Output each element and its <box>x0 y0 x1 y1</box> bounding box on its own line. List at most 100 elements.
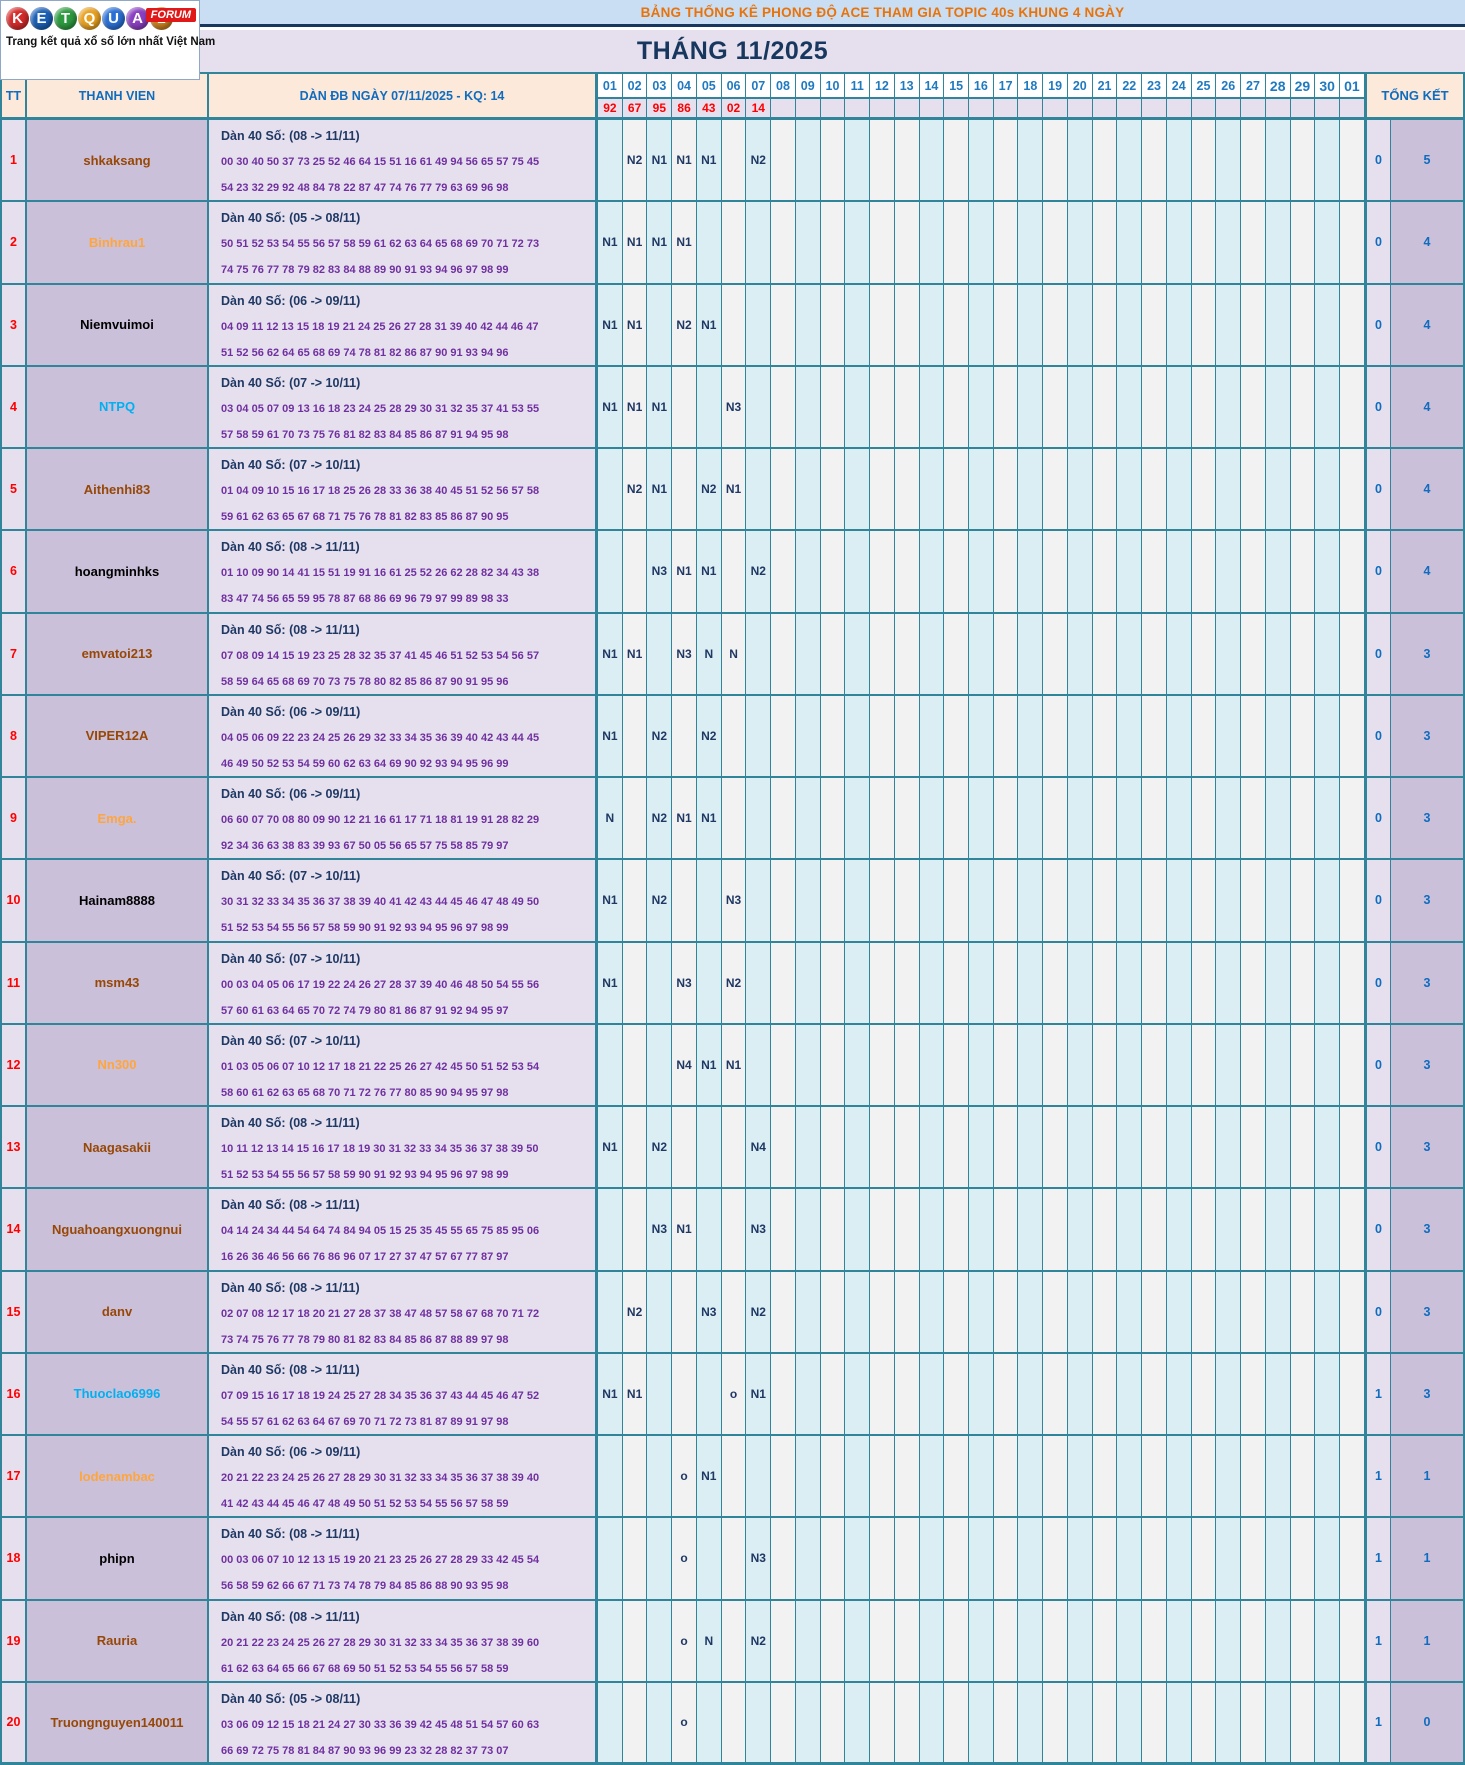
day-cell <box>893 120 919 201</box>
dan-cell: Dàn 40 Số: (05 -> 08/11) 03 06 09 12 15 1… <box>209 1682 598 1762</box>
day-mark-cell: N1 <box>646 120 672 201</box>
day-cell <box>770 202 795 283</box>
day-header-col: 08 <box>770 74 795 117</box>
table-row: 8 VIPER12A Dàn 40 Số: (06 -> 09/11) 04 05 0… <box>2 695 1463 778</box>
day-cell <box>1190 613 1216 694</box>
day-cell <box>1165 1436 1191 1517</box>
row-number: 20 <box>2 1682 27 1762</box>
day-cell <box>770 860 795 941</box>
day-cell <box>1116 1107 1142 1188</box>
day-cell <box>992 1518 1018 1599</box>
day-cell <box>794 1024 820 1105</box>
day-label: 11 <box>845 74 870 99</box>
day-cell <box>1066 531 1092 612</box>
header-tt: TT <box>2 74 27 117</box>
logo-letter: U <box>102 7 125 30</box>
kq-value: 95 <box>647 99 672 117</box>
tongket-score-cell: 4 <box>1391 284 1463 365</box>
day-cell <box>1240 1107 1265 1188</box>
day-cell <box>1116 860 1142 941</box>
day-cell <box>745 860 771 941</box>
day-cell <box>1017 613 1043 694</box>
day-cell <box>819 1271 845 1352</box>
row-number: 16 <box>2 1353 27 1434</box>
kq-value <box>1092 99 1117 117</box>
day-cell <box>1042 284 1067 365</box>
day-cell <box>869 1024 894 1105</box>
day-cell <box>1017 531 1043 612</box>
dan-title: Dàn 40 Số: (06 -> 09/11) <box>221 787 361 801</box>
day-mark-cell: N2 <box>646 860 672 941</box>
dan-cell: Dàn 40 Số: (07 -> 10/11) 01 04 09 10 15 1… <box>209 449 598 530</box>
tongket-hit-cell: 1 <box>1367 1353 1391 1434</box>
dan-title: Dàn 40 Số: (07 -> 10/11) <box>221 869 361 884</box>
day-cell <box>1190 942 1216 1023</box>
tongket-hit-cell: 0 <box>1367 1107 1391 1188</box>
day-cell <box>1314 1189 1340 1270</box>
dan-title: Dàn 40 Số: (08 -> 11/11) <box>221 540 360 555</box>
day-cell <box>968 1107 993 1188</box>
day-cell <box>968 1353 993 1434</box>
day-cell <box>1215 531 1241 612</box>
day-cell <box>1215 778 1241 859</box>
day-cell <box>621 1518 647 1599</box>
day-cell <box>1116 120 1142 201</box>
day-cell <box>1215 613 1241 694</box>
day-cell <box>646 1353 672 1434</box>
dan-numbers-line1: 20 21 22 23 24 25 26 27 28 29 30 31 32 3… <box>221 1636 540 1649</box>
tongket-score-cell: 3 <box>1391 942 1463 1023</box>
tongket-score-cell: 0 <box>1391 1682 1463 1762</box>
day-cell <box>1141 1271 1166 1352</box>
day-mark-cell: N1 <box>720 1024 746 1105</box>
day-cell <box>918 202 944 283</box>
header-dan: DÀN ĐB NGÀY 07/11/2025 - KQ: 14 <box>209 74 598 117</box>
day-cell <box>1240 1024 1265 1105</box>
dan-cell: Dàn 40 Số: (08 -> 11/11) 00 03 06 07 10 1… <box>209 1518 598 1599</box>
day-cell <box>1215 942 1241 1023</box>
tongket-score-cell: 1 <box>1391 1600 1463 1681</box>
day-cell <box>1066 1271 1092 1352</box>
day-cell <box>893 778 919 859</box>
day-cell <box>1066 1189 1092 1270</box>
day-cell <box>745 284 771 365</box>
day-cell <box>1116 1682 1142 1762</box>
day-cell <box>794 1189 820 1270</box>
day-mark-cell: N1 <box>695 120 721 201</box>
day-cell <box>1017 449 1043 530</box>
day-cell <box>770 1518 795 1599</box>
day-label: 01 <box>598 74 622 99</box>
day-cell <box>646 1436 672 1517</box>
tongket-score-cell: 1 <box>1391 1436 1463 1517</box>
day-cell <box>869 1271 894 1352</box>
table-row: 17 lodenambac Dàn 40 Số: (06 -> 09/11) 20 2… <box>2 1436 1463 1519</box>
day-cell <box>1066 1107 1092 1188</box>
member-name: Rauria <box>27 1600 209 1681</box>
tongket-score-cell: 3 <box>1391 1271 1463 1352</box>
tongket-hit-cell: 0 <box>1367 942 1391 1023</box>
dan-cell: Dàn 40 Số: (07 -> 10/11) 01 03 05 06 07 1… <box>209 1024 598 1105</box>
tongket-score-cell: 4 <box>1391 531 1463 612</box>
row-number: 9 <box>2 778 27 859</box>
day-cell <box>1091 1353 1117 1434</box>
day-cell <box>819 202 845 283</box>
dan-numbers-line1: 04 09 11 12 13 15 18 19 21 24 25 26 27 2… <box>221 320 539 333</box>
day-cell <box>621 778 647 859</box>
day-label: 25 <box>1191 74 1216 99</box>
day-cell <box>1116 366 1142 447</box>
member-name: phipn <box>27 1518 209 1599</box>
day-cell <box>1264 1024 1290 1105</box>
day-cell <box>1091 1682 1117 1762</box>
day-cell <box>1042 366 1067 447</box>
day-cell <box>770 613 795 694</box>
row-number: 8 <box>2 695 27 776</box>
dan-numbers-line2: 83 47 74 56 65 59 95 78 87 68 86 69 96 7… <box>221 593 509 606</box>
day-cell <box>794 1518 820 1599</box>
day-mark-cell: N2 <box>745 531 771 612</box>
day-cell <box>1289 860 1315 941</box>
day-cell <box>1190 1271 1216 1352</box>
row-number: 1 <box>2 120 27 201</box>
day-cell <box>1240 1353 1265 1434</box>
day-header-col: 16 <box>968 74 993 117</box>
day-cell <box>992 531 1018 612</box>
day-label: 17 <box>993 74 1018 99</box>
